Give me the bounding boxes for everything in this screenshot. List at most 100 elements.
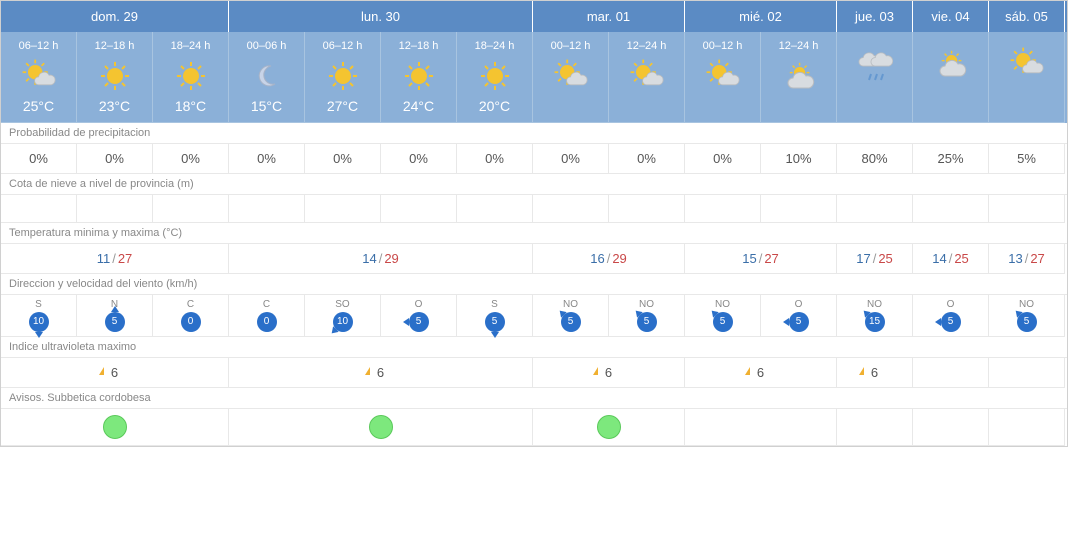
weather-icon <box>917 46 984 82</box>
period-temp: 15°C <box>233 98 300 114</box>
temp-min: 15 <box>742 251 756 266</box>
day-header: sáb. 05 <box>989 1 1065 32</box>
temp-max: 27 <box>764 251 778 266</box>
uv-triangle-icon <box>745 367 750 375</box>
period-temp: 20°C <box>461 98 528 114</box>
day-header-row: dom. 29lun. 30mar. 01mié. 02jue. 03vie. … <box>1 1 1067 32</box>
wind-cell: NO5 <box>533 295 609 337</box>
aviso-cell <box>229 409 533 446</box>
period-time: 12–24 h <box>765 40 832 52</box>
period-cell: 00–06 h15°C <box>229 32 305 123</box>
precip-row-cell: 0% <box>533 144 609 174</box>
aviso-cell <box>837 409 913 446</box>
uv-value: 6 <box>757 365 764 380</box>
snow-row-cell <box>837 195 913 223</box>
period-cell: 18–24 h 18°C <box>153 32 229 123</box>
period-cell: 06–12 h27°C <box>305 32 381 123</box>
wind-direction: C <box>263 299 270 310</box>
wind-direction: SO <box>335 299 349 310</box>
wind-speed-badge: 10 <box>29 312 49 332</box>
period-cell: 12–24 h <box>761 32 837 123</box>
wind-label: Direccion y velocidad del viento (km/h) <box>1 274 1067 295</box>
wind-cell: O5 <box>761 295 837 337</box>
precip-row-cell: 0% <box>609 144 685 174</box>
temp-max: 27 <box>1030 251 1044 266</box>
snow-row-cell <box>229 195 305 223</box>
day-header: lun. 30 <box>229 1 533 32</box>
wind-cell: N5 <box>77 295 153 337</box>
uv-label: Indice ultravioleta maximo <box>1 337 1067 358</box>
precip-row-cell: 0% <box>685 144 761 174</box>
uv-cell <box>989 358 1065 388</box>
period-temp: 18°C <box>157 98 224 114</box>
period-time: 06–12 h <box>309 40 376 52</box>
wind-direction: NO <box>563 299 578 310</box>
weather-icon <box>157 58 224 94</box>
period-time: 00–12 h <box>537 40 604 52</box>
temp-cell: 13/27 <box>989 244 1065 274</box>
wind-direction: C <box>187 299 194 310</box>
precip-row: 0%0%0%0%0%0%0%0%0%0%10%80%25%5% <box>1 144 1067 174</box>
precip-label: Probabilidad de precipitacion <box>1 123 1067 144</box>
period-cell: 06–12 h25°C <box>1 32 77 123</box>
wind-direction: O <box>795 299 803 310</box>
wind-cell: NO5 <box>685 295 761 337</box>
day-header: dom. 29 <box>1 1 229 32</box>
period-time: 06–12 h <box>5 40 72 52</box>
uv-cell: 6 <box>533 358 685 388</box>
period-time: 00–12 h <box>689 40 756 52</box>
uv-row: 66666 <box>1 358 1067 388</box>
uv-value: 6 <box>377 365 384 380</box>
temp-cell: 14/29 <box>229 244 533 274</box>
period-cell: 00–12 h <box>685 32 761 123</box>
wind-cell: C0 <box>229 295 305 337</box>
day-header: vie. 04 <box>913 1 989 32</box>
wind-cell: NO5 <box>609 295 685 337</box>
precip-row-cell: 0% <box>153 144 229 174</box>
period-cell <box>913 32 989 123</box>
temp-max: 29 <box>384 251 398 266</box>
wind-speed-badge: 5 <box>409 312 429 332</box>
temp-min: 13 <box>1008 251 1022 266</box>
precip-row-cell: 0% <box>305 144 381 174</box>
period-cell: 18–24 h20°C <box>457 32 533 123</box>
temp-max: 25 <box>954 251 968 266</box>
weather-icon <box>765 58 832 94</box>
wind-direction: O <box>947 299 955 310</box>
wind-direction: S <box>35 299 42 310</box>
snow-row-cell <box>77 195 153 223</box>
wind-speed-badge: 5 <box>941 312 961 332</box>
weather-icon <box>689 58 756 94</box>
uv-cell: 6 <box>229 358 533 388</box>
wind-speed-badge: 5 <box>105 312 125 332</box>
avisos-row <box>1 409 1067 446</box>
temp-cell: 16/29 <box>533 244 685 274</box>
snow-row-cell <box>533 195 609 223</box>
uv-triangle-icon <box>99 367 104 375</box>
temp-min: 14 <box>362 251 376 266</box>
day-header: mar. 01 <box>533 1 685 32</box>
temp-cell: 11/27 <box>1 244 229 274</box>
precip-row-cell: 0% <box>1 144 77 174</box>
period-cell <box>837 32 913 123</box>
uv-cell: 6 <box>1 358 229 388</box>
day-header: jue. 03 <box>837 1 913 32</box>
precip-row-cell: 0% <box>229 144 305 174</box>
wind-direction: NO <box>715 299 730 310</box>
period-time: 18–24 h <box>157 40 224 52</box>
aviso-cell <box>533 409 685 446</box>
snow-row-cell <box>609 195 685 223</box>
period-cell: 12–18 h24°C <box>381 32 457 123</box>
temp-cell: 17/25 <box>837 244 913 274</box>
wind-cell: SO10 <box>305 295 381 337</box>
temp-max: 27 <box>118 251 132 266</box>
wind-cell: S5 <box>457 295 533 337</box>
uv-triangle-icon <box>859 367 864 375</box>
wind-speed-badge: 5 <box>485 312 505 332</box>
snow-row-cell <box>457 195 533 223</box>
aviso-green-icon <box>369 415 393 439</box>
precip-row-cell: 10% <box>761 144 837 174</box>
snow-row-cell <box>153 195 229 223</box>
uv-value: 6 <box>605 365 612 380</box>
temp-cell: 14/25 <box>913 244 989 274</box>
